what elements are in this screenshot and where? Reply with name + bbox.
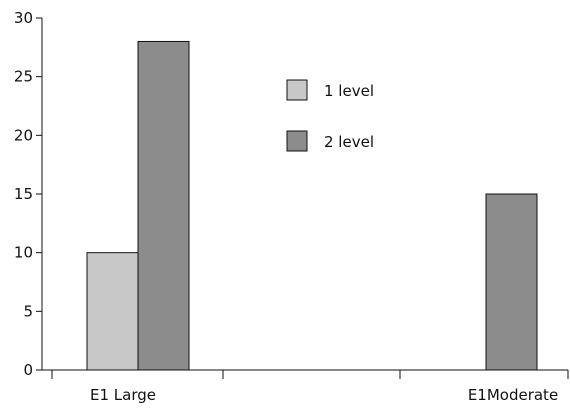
legend-label: 2 level	[324, 133, 374, 151]
bar-level-1	[86, 252, 139, 371]
y-tick-label: 25	[14, 68, 33, 86]
y-tick-label: 30	[14, 9, 33, 27]
y-tick-label: 10	[14, 244, 33, 262]
x-axis: E1 Large E1Moderate	[42, 369, 569, 404]
bars	[86, 40, 538, 371]
bar-level-2	[485, 193, 538, 371]
y-tick-label: 15	[14, 185, 33, 203]
x-tick-label: E1Moderate	[468, 386, 558, 404]
legend-swatch	[286, 130, 308, 152]
y-tick-label: 5	[23, 302, 33, 320]
x-tick-label: E1 Large	[90, 386, 156, 404]
bar-level-2	[137, 40, 190, 371]
y-axis: 0 5 10 15 20 25 30	[14, 9, 43, 379]
y-tick-label: 0	[23, 361, 33, 379]
y-tick-label: 20	[14, 126, 33, 144]
legend-label: 1 level	[324, 82, 374, 100]
legend: 1 level 2 level	[286, 79, 374, 152]
legend-swatch	[286, 79, 308, 101]
